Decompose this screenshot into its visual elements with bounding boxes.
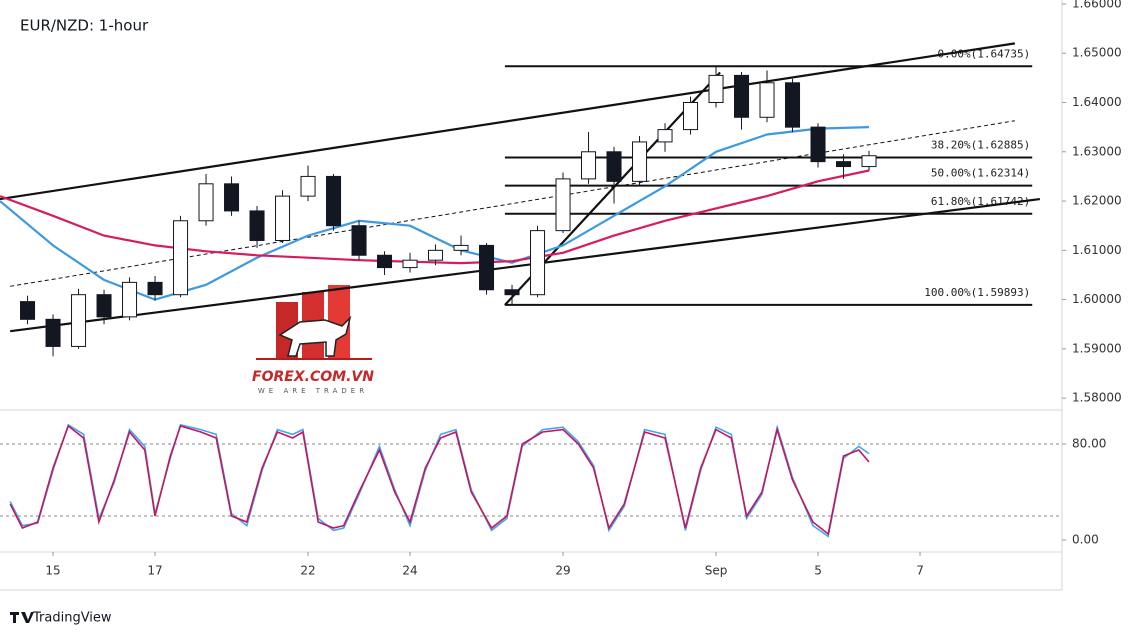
x-tick-label: 5	[814, 564, 822, 578]
candle-body	[708, 74, 724, 104]
candle-body	[147, 281, 163, 296]
watermark-title: FOREX.COM.VN	[252, 369, 374, 385]
trendline	[10, 197, 1041, 333]
x-tick-label: 24	[402, 564, 417, 578]
candle-body	[122, 281, 138, 318]
candle-body	[504, 289, 520, 296]
candle-body	[759, 82, 775, 118]
y-tick-label: 1.62000	[1072, 194, 1122, 208]
stochastic-line	[9, 424, 870, 536]
candle-body	[606, 151, 622, 182]
y-tick-label: 1.58000	[1072, 391, 1122, 405]
candle-body	[20, 301, 36, 320]
y-tick-label: 1.64000	[1072, 95, 1122, 109]
x-tick-label: Sep	[705, 564, 728, 578]
candle-body	[249, 210, 265, 241]
footer-brand: TradingView	[32, 611, 112, 626]
y-tick-label: 0.00	[1072, 532, 1099, 546]
chart-title: EUR/NZD: 1-hour	[20, 17, 149, 35]
candle-body	[657, 129, 673, 143]
y-tick-label: 1.65000	[1072, 46, 1122, 60]
y-tick-label: 1.66000	[1072, 0, 1122, 10]
y-tick-label: 1.59000	[1072, 341, 1122, 355]
candle-body	[45, 318, 61, 347]
y-tick-label: 80.00	[1072, 436, 1106, 450]
logo-bull	[278, 315, 352, 357]
candle-body	[810, 126, 826, 163]
logo-base	[256, 358, 372, 360]
candle-body	[683, 102, 699, 131]
x-tick-label: 29	[555, 564, 570, 578]
candle-body	[326, 175, 342, 227]
y-tick-label: 1.61000	[1072, 243, 1122, 257]
x-tick-label: 15	[45, 564, 60, 578]
x-tick-label: 22	[300, 564, 315, 578]
candle-body	[402, 259, 418, 269]
candle-body	[71, 294, 87, 347]
candle-body	[96, 294, 112, 318]
candle-body	[351, 225, 367, 256]
y-tick-label: 1.63000	[1072, 144, 1122, 158]
candle-body	[428, 249, 444, 261]
fib-label: 50.00%(1.62314)	[931, 167, 1030, 180]
watermark-subtitle: WE ARE TRADER	[258, 387, 368, 395]
candle-body	[224, 183, 240, 212]
y-tick-label: 1.60000	[1072, 292, 1122, 306]
candle-body	[555, 178, 571, 232]
watermark: FOREX.COM.VN WE ARE TRADER	[252, 285, 374, 395]
moving-average	[0, 126, 870, 301]
candle-body	[861, 155, 877, 168]
fib-label: 38.20%(1.62885)	[931, 138, 1030, 151]
candle-body	[275, 195, 291, 241]
candle-body	[632, 141, 648, 182]
candle-body	[377, 254, 393, 269]
tradingview-logo	[10, 612, 34, 623]
fib-label: 100.00%(1.59893)	[924, 286, 1030, 299]
x-tick-label: 17	[147, 564, 162, 578]
candle-body	[453, 244, 469, 251]
candle-body	[581, 151, 597, 180]
candle-body	[785, 82, 801, 128]
candle-body	[734, 74, 750, 118]
candle-body	[300, 175, 316, 197]
candle-body	[530, 230, 546, 296]
candle-body	[173, 220, 189, 296]
candle-body	[479, 244, 495, 291]
fib-label: 0.00%(1.64735)	[937, 47, 1030, 60]
trendline	[0, 42, 1016, 201]
candle-body	[198, 183, 214, 222]
candle-body	[836, 161, 852, 168]
x-tick-label: 7	[916, 564, 924, 578]
